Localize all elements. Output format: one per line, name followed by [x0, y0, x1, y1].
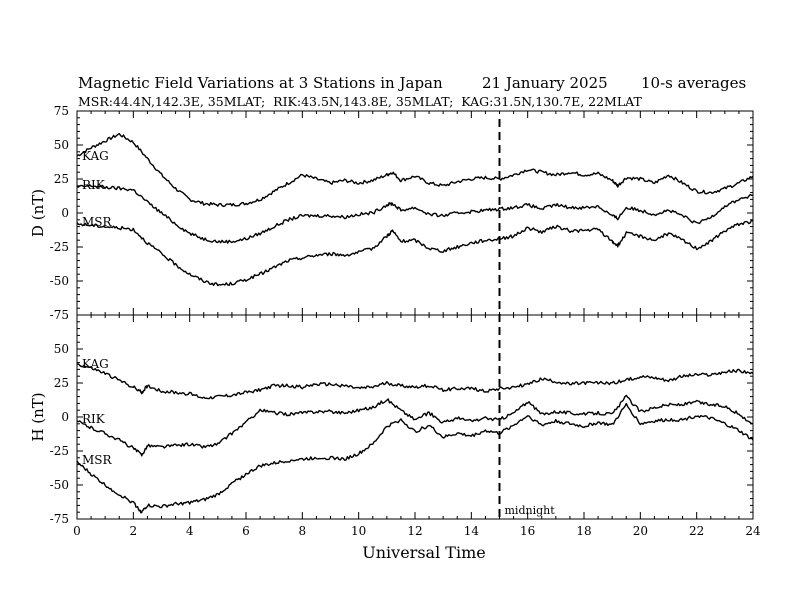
x-tick-label: 16 — [520, 524, 535, 538]
y-tick-label: -75 — [50, 512, 69, 526]
y-tick-label: -25 — [50, 444, 69, 458]
series-line-msr-h — [76, 402, 754, 514]
series-label-kag: KAG — [82, 357, 109, 371]
x-tick-label: 22 — [689, 524, 704, 538]
x-tick-label: 14 — [464, 524, 480, 538]
x-tick-label: 8 — [299, 524, 307, 538]
top-y-axis-label: D (nT) — [29, 189, 47, 237]
x-tick-label: 12 — [407, 524, 422, 538]
chart-date: 21 January 2025 — [482, 74, 608, 92]
data-series: KAG RIK MSR KAG RIK MSR — [76, 132, 754, 514]
x-tick-label: 0 — [73, 524, 81, 538]
series-label-rik: RIK — [82, 412, 106, 426]
bottom-y-axis-label: H (nT) — [29, 392, 47, 441]
y-tick-label: 50 — [54, 342, 69, 356]
y-tick-label: -50 — [50, 274, 69, 288]
stations-subtitle: MSR:44.4N,142.3E, 35MLAT; RIK:43.5N,143.… — [78, 94, 642, 109]
series-line-rik-h — [76, 394, 754, 457]
midnight-label: midnight — [505, 504, 556, 517]
y-tick-label: 0 — [61, 410, 69, 424]
x-tick-label: 24 — [745, 524, 761, 538]
x-tick-label: 10 — [351, 524, 366, 538]
y-tick-label: 25 — [54, 172, 69, 186]
y-tick-label: 25 — [54, 376, 69, 390]
y-tick-label: 50 — [54, 138, 69, 152]
chart-title: Magnetic Field Variations at 3 Stations … — [78, 74, 443, 92]
series-label-kag: KAG — [82, 149, 109, 163]
top-panel-frame — [76, 110, 754, 316]
x-tick-label: 4 — [186, 524, 194, 538]
x-axis-label: Universal Time — [362, 543, 485, 562]
series-label-msr: MSR — [82, 453, 113, 467]
y-tick-label: -25 — [50, 240, 69, 254]
bottom-panel-frame — [76, 314, 754, 520]
x-tick-label: 20 — [633, 524, 648, 538]
x-tick-label: 18 — [576, 524, 591, 538]
series-line-kag-d — [76, 132, 754, 208]
chart-averaging: 10-s averages — [641, 74, 746, 92]
y-tick-label: 75 — [54, 104, 69, 118]
series-line-msr-d — [76, 219, 754, 287]
y-tick-label: -75 — [50, 308, 69, 322]
x-tick-label: 2 — [130, 524, 138, 538]
y-tick-label: -50 — [50, 478, 69, 492]
series-label-rik: RIK — [82, 178, 106, 192]
series-line-rik-d — [76, 184, 753, 244]
series-line-kag-h — [76, 363, 754, 400]
series-label-msr: MSR — [82, 215, 113, 229]
x-tick-label: 6 — [242, 524, 250, 538]
y-tick-label: 0 — [61, 206, 69, 220]
